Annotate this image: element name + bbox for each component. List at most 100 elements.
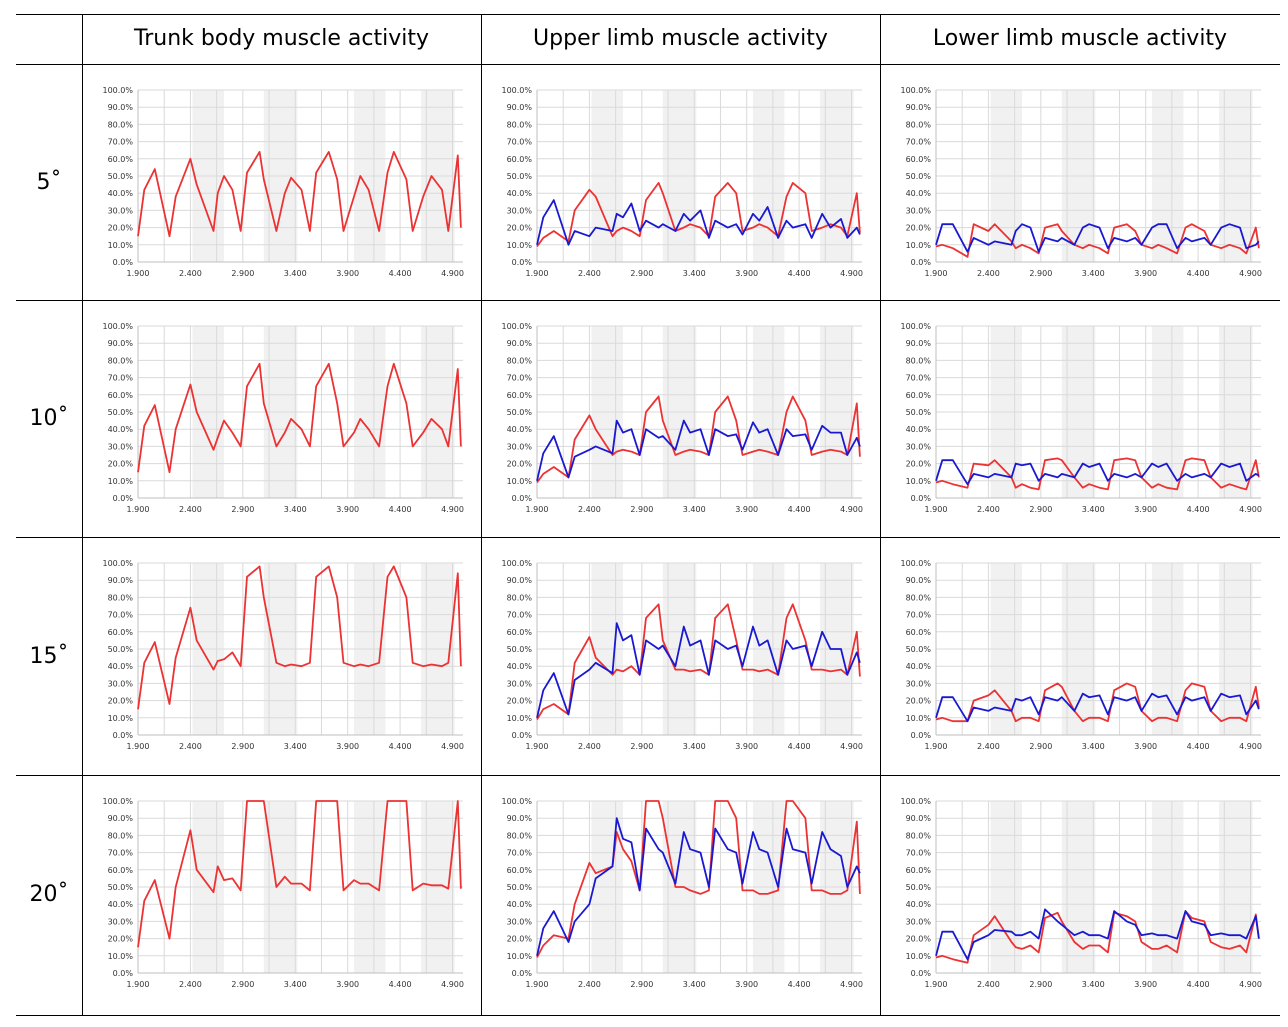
y-tick-label: 30.0% xyxy=(507,679,533,688)
y-tick-label: 70.0% xyxy=(507,849,533,858)
x-tick-label: 2.900 xyxy=(1029,269,1052,278)
series-line-red xyxy=(137,800,462,948)
y-tick-label: 100.0% xyxy=(900,559,931,568)
y-tick-label: 50.0% xyxy=(108,645,134,654)
y-tick-label: 70.0% xyxy=(108,374,134,383)
x-tick-label: 3.400 xyxy=(1082,269,1105,278)
table-rule xyxy=(481,14,482,1016)
y-tick-label: 80.0% xyxy=(906,120,932,129)
y-tick-label: 90.0% xyxy=(108,103,134,112)
y-tick-label: 40.0% xyxy=(108,425,134,434)
row-header-15: 15˚ xyxy=(29,644,69,669)
y-tick-label: 80.0% xyxy=(906,831,932,840)
y-tick-label: 70.0% xyxy=(507,374,533,383)
y-tick-label: 50.0% xyxy=(906,172,932,181)
x-tick-label: 2.900 xyxy=(630,980,653,989)
y-tick-label: 70.0% xyxy=(906,611,932,620)
x-tick-label: 3.400 xyxy=(683,269,706,278)
y-tick-label: 30.0% xyxy=(108,679,134,688)
x-tick-label: 2.400 xyxy=(977,269,1000,278)
series-line-blue xyxy=(935,908,1260,961)
y-tick-label: 50.0% xyxy=(507,172,533,181)
y-tick-label: 60.0% xyxy=(906,155,932,164)
y-tick-label: 30.0% xyxy=(906,917,932,926)
y-tick-label: 90.0% xyxy=(108,576,134,585)
y-tick-label: 60.0% xyxy=(906,866,932,875)
table-rule xyxy=(16,14,1280,15)
x-tick-label: 3.900 xyxy=(735,505,758,514)
x-tick-label: 4.400 xyxy=(389,980,412,989)
y-tick-label: 80.0% xyxy=(507,593,533,602)
x-tick-label: 1.900 xyxy=(127,269,150,278)
y-tick-label: 10.0% xyxy=(108,952,134,961)
y-tick-label: 0.0% xyxy=(512,969,533,978)
x-tick-label: 2.900 xyxy=(231,742,254,751)
y-tick-label: 90.0% xyxy=(108,814,134,823)
x-tick-label: 3.400 xyxy=(284,980,307,989)
y-tick-label: 30.0% xyxy=(906,206,932,215)
x-tick-label: 4.900 xyxy=(1239,980,1262,989)
y-tick-label: 0.0% xyxy=(113,731,134,740)
x-tick-label: 4.900 xyxy=(441,980,464,989)
y-tick-label: 40.0% xyxy=(108,189,134,198)
y-tick-label: 20.0% xyxy=(108,935,134,944)
series-line-blue xyxy=(935,692,1260,723)
y-tick-label: 100.0% xyxy=(900,86,931,95)
y-tick-label: 20.0% xyxy=(906,935,932,944)
x-tick-label: 2.400 xyxy=(578,742,601,751)
column-header-upper-limb: Upper limb muscle activity xyxy=(533,26,828,51)
y-tick-label: 80.0% xyxy=(108,593,134,602)
y-tick-label: 80.0% xyxy=(507,120,533,129)
x-tick-label: 4.400 xyxy=(788,269,811,278)
x-tick-label: 4.900 xyxy=(840,269,863,278)
x-tick-label: 4.900 xyxy=(1239,505,1262,514)
x-tick-label: 2.400 xyxy=(179,742,202,751)
y-tick-label: 60.0% xyxy=(507,155,533,164)
y-tick-label: 90.0% xyxy=(108,339,134,348)
x-tick-label: 4.400 xyxy=(389,742,412,751)
y-tick-label: 70.0% xyxy=(108,611,134,620)
x-tick-label: 3.900 xyxy=(336,742,359,751)
y-tick-label: 10.0% xyxy=(108,477,134,486)
table-rule xyxy=(880,14,881,1016)
series-line-red xyxy=(137,362,462,474)
x-tick-label: 2.400 xyxy=(977,980,1000,989)
y-tick-label: 40.0% xyxy=(108,662,134,671)
x-tick-label: 1.900 xyxy=(526,980,549,989)
series-line-blue xyxy=(935,459,1260,486)
y-tick-label: 50.0% xyxy=(906,883,932,892)
x-tick-label: 1.900 xyxy=(127,742,150,751)
x-tick-label: 1.900 xyxy=(526,505,549,514)
y-tick-label: 100.0% xyxy=(102,86,133,95)
x-tick-label: 1.900 xyxy=(925,742,948,751)
y-tick-label: 80.0% xyxy=(906,593,932,602)
x-tick-label: 4.400 xyxy=(788,980,811,989)
y-tick-label: 20.0% xyxy=(507,224,533,233)
y-tick-label: 80.0% xyxy=(507,356,533,365)
x-tick-label: 2.900 xyxy=(231,505,254,514)
table-rule xyxy=(16,775,1280,776)
y-tick-label: 100.0% xyxy=(102,322,133,331)
x-tick-label: 3.900 xyxy=(1134,269,1157,278)
chart-r2-c1: 0.0% 10.0% 20.0% 30.0% 40.0% 50.0% 60.0% 70.0% 8… xyxy=(501,559,862,751)
x-tick-label: 4.900 xyxy=(840,980,863,989)
y-tick-label: 90.0% xyxy=(906,339,932,348)
y-tick-label: 20.0% xyxy=(507,935,533,944)
x-tick-label: 2.900 xyxy=(1029,742,1052,751)
y-tick-label: 60.0% xyxy=(108,628,134,637)
x-tick-label: 1.900 xyxy=(127,980,150,989)
y-tick-label: 60.0% xyxy=(507,866,533,875)
x-tick-label: 1.900 xyxy=(925,505,948,514)
y-tick-label: 80.0% xyxy=(108,831,134,840)
y-tick-label: 20.0% xyxy=(906,460,932,469)
x-tick-label: 3.900 xyxy=(1134,980,1157,989)
x-tick-label: 3.400 xyxy=(683,980,706,989)
column-header-trunk: Trunk body muscle activity xyxy=(134,26,429,51)
y-tick-label: 60.0% xyxy=(108,866,134,875)
y-tick-label: 90.0% xyxy=(507,103,533,112)
y-tick-label: 70.0% xyxy=(906,374,932,383)
y-tick-label: 100.0% xyxy=(501,559,532,568)
y-tick-label: 100.0% xyxy=(102,797,133,806)
x-tick-label: 4.400 xyxy=(389,505,412,514)
series-line-red xyxy=(935,457,1260,491)
